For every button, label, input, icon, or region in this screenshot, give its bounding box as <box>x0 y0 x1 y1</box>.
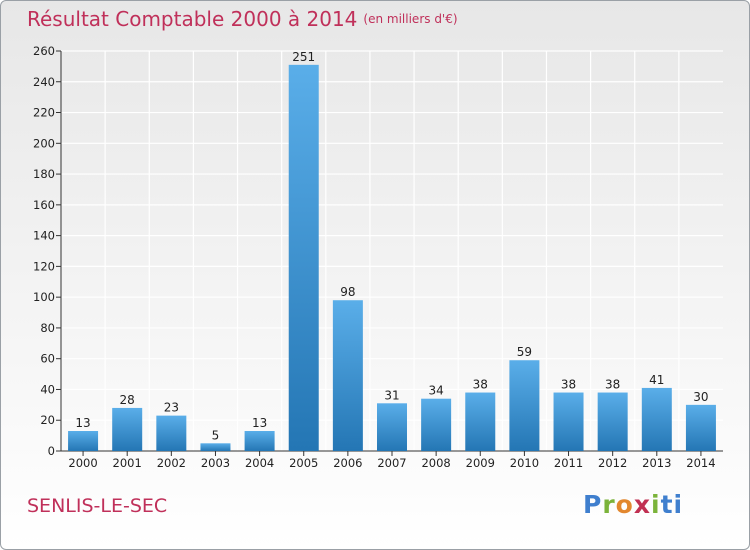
bar-2000[interactable] <box>68 431 99 451</box>
y-tick-label: 40 <box>40 382 55 396</box>
y-tick-label: 100 <box>33 290 55 304</box>
x-tick-label: 2000 <box>68 456 97 470</box>
unit-subtitle: (en milliers d'€) <box>363 12 458 26</box>
logo-letter: r <box>602 490 616 519</box>
data-label: 251 <box>292 50 315 64</box>
data-label: 38 <box>561 378 576 392</box>
data-label: 41 <box>649 373 664 387</box>
data-label: 59 <box>517 345 532 359</box>
data-label: 34 <box>428 384 443 398</box>
x-tick-label: 2010 <box>510 456 539 470</box>
x-tick-label: 2009 <box>466 456 495 470</box>
chart-title: Résultat Comptable 2000 à 2014 (en millie… <box>27 7 458 31</box>
data-label: 38 <box>473 378 488 392</box>
y-tick-label: 160 <box>33 198 55 212</box>
x-tick-label: 2012 <box>598 456 627 470</box>
logo-letter: i <box>651 490 661 519</box>
y-tick-label: 220 <box>33 106 55 120</box>
x-tick-label: 2008 <box>421 456 450 470</box>
x-tick-label: 2001 <box>113 456 142 470</box>
bar-2009[interactable] <box>465 392 496 451</box>
x-tick-label: 2013 <box>642 456 671 470</box>
title-text: Résultat Comptable 2000 à 2014 <box>27 7 358 31</box>
logo-letter: P <box>583 490 603 519</box>
x-tick-label: 2003 <box>201 456 230 470</box>
bar-2008[interactable] <box>421 398 452 451</box>
data-label: 38 <box>605 378 620 392</box>
x-tick-label: 2014 <box>686 456 715 470</box>
town-name: SENLIS-LE-SEC <box>27 495 168 517</box>
data-label: 13 <box>75 416 90 430</box>
bar-2012[interactable] <box>597 392 628 451</box>
bar-2011[interactable] <box>553 392 584 451</box>
bar-2001[interactable] <box>112 407 143 451</box>
x-tick-label: 2005 <box>289 456 318 470</box>
y-tick-label: 120 <box>33 259 55 273</box>
y-tick-label: 60 <box>40 352 55 366</box>
proxiti-logo[interactable]: Proxiti <box>583 490 683 519</box>
bar-2003[interactable] <box>200 443 231 451</box>
y-tick-label: 140 <box>33 229 55 243</box>
bar-2006[interactable] <box>332 300 363 451</box>
logo-letter: ti <box>660 490 684 519</box>
logo-letter: x <box>633 490 651 519</box>
x-tick-label: 2011 <box>554 456 583 470</box>
y-tick-label: 260 <box>33 44 55 58</box>
y-tick-label: 80 <box>40 321 55 335</box>
y-tick-label: 180 <box>33 167 55 181</box>
data-label: 23 <box>164 401 179 415</box>
bar-2007[interactable] <box>377 403 407 451</box>
data-label: 30 <box>693 390 708 404</box>
y-tick-label: 0 <box>48 444 55 458</box>
bar-2002[interactable] <box>156 415 187 451</box>
y-tick-label: 240 <box>33 75 55 89</box>
data-label: 5 <box>212 428 220 442</box>
data-label: 28 <box>120 393 135 407</box>
y-tick-label: 20 <box>40 413 55 427</box>
bars <box>68 64 716 451</box>
data-label: 31 <box>384 388 399 402</box>
bar-2010[interactable] <box>509 360 540 451</box>
x-tick-label: 2004 <box>245 456 274 470</box>
axes: 0 20 40 60 80 100 120 140 160 180 200 220 240 260 2000… <box>33 44 723 470</box>
x-tick-label: 2007 <box>377 456 406 470</box>
data-label: 13 <box>252 416 267 430</box>
data-label: 98 <box>340 285 355 299</box>
bar-2013[interactable] <box>641 387 672 451</box>
x-tick-label: 2002 <box>157 456 186 470</box>
y-tick-label: 200 <box>33 136 55 150</box>
bar-2004[interactable] <box>244 431 275 451</box>
bar-2005[interactable] <box>288 64 319 451</box>
logo-letter: o <box>615 490 634 519</box>
x-tick-label: 2006 <box>333 456 362 470</box>
bar-2014[interactable] <box>685 404 716 451</box>
data-labels: 13 28 23 5 13 251 98 31 34 38 59 38 38 41 30 <box>75 50 708 442</box>
